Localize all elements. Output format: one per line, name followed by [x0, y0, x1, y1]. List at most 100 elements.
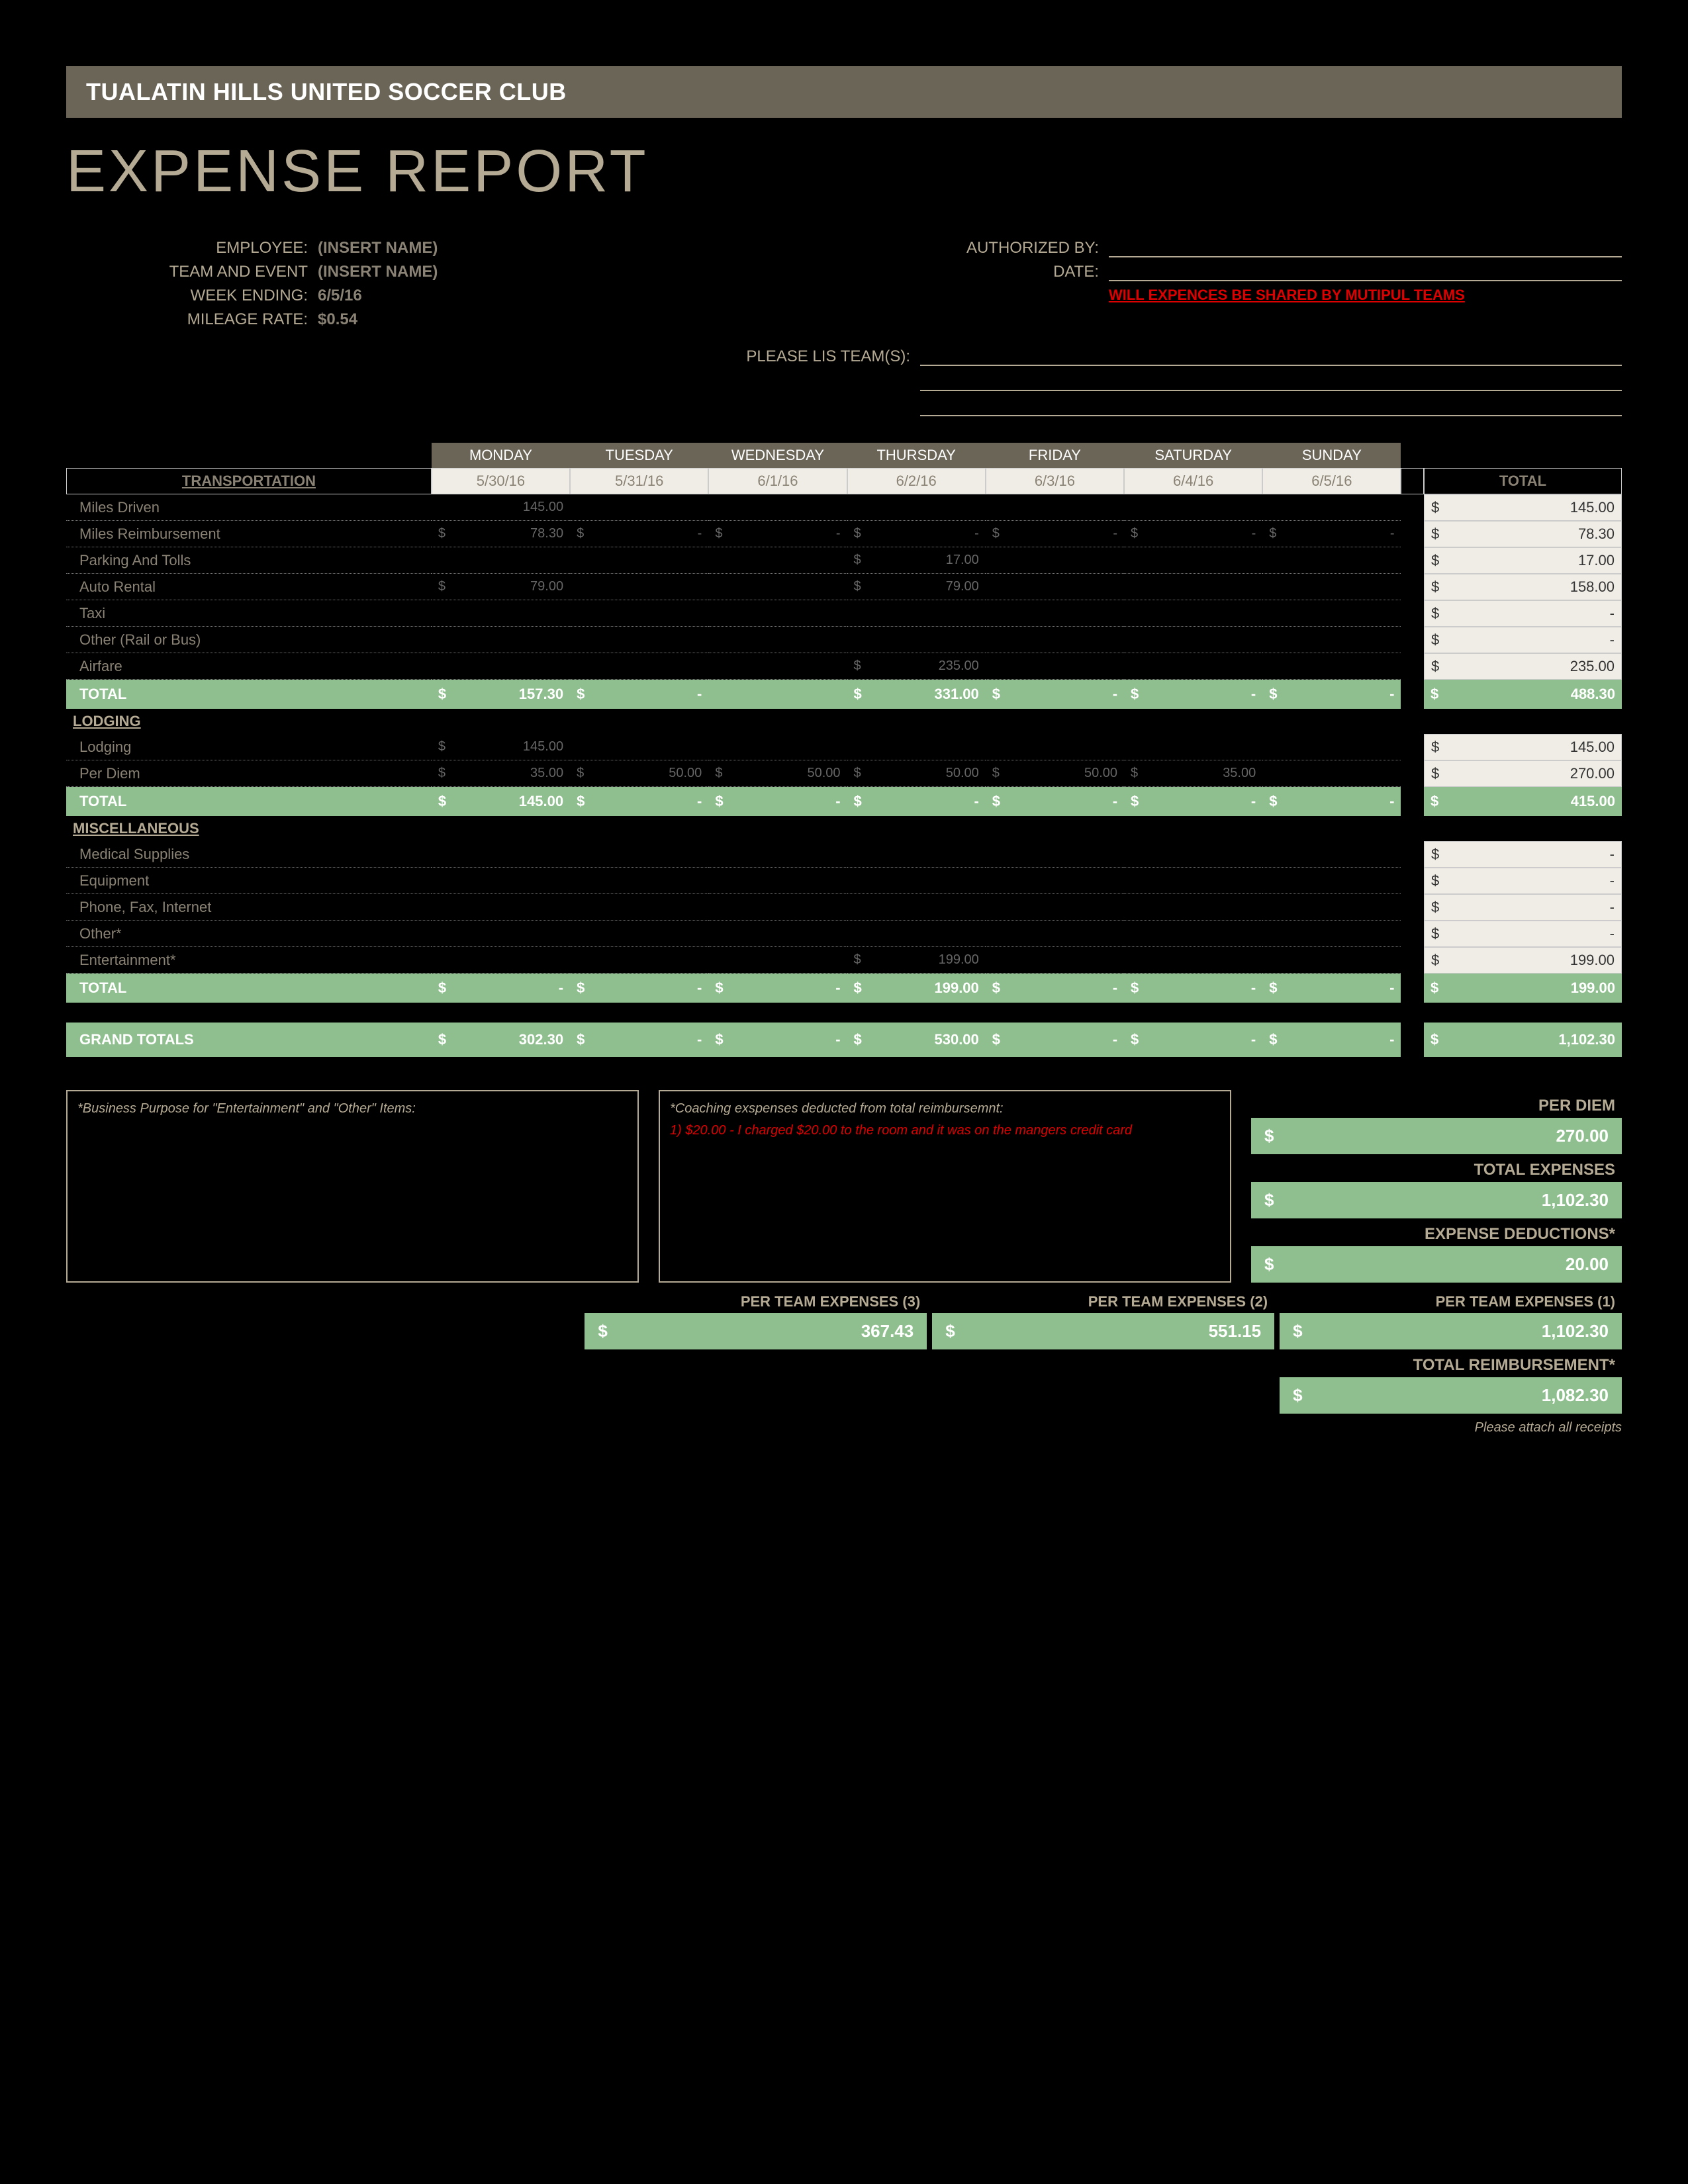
- cell[interactable]: [570, 868, 708, 894]
- cell[interactable]: [570, 894, 708, 921]
- cell[interactable]: [1262, 627, 1401, 653]
- cell[interactable]: $199.00: [847, 947, 986, 974]
- cell[interactable]: [1124, 734, 1262, 760]
- cell[interactable]: [708, 734, 847, 760]
- cell[interactable]: [1124, 627, 1262, 653]
- cell[interactable]: [986, 947, 1124, 974]
- cell[interactable]: [1262, 921, 1401, 947]
- cell[interactable]: [1262, 947, 1401, 974]
- cell[interactable]: [986, 734, 1124, 760]
- cell[interactable]: [708, 841, 847, 868]
- team-line-2[interactable]: [920, 370, 1622, 391]
- cell[interactable]: [1124, 600, 1262, 627]
- cell[interactable]: $-: [570, 521, 708, 547]
- cell[interactable]: [708, 494, 847, 521]
- cell[interactable]: [986, 600, 1124, 627]
- cell[interactable]: $-: [1262, 521, 1401, 547]
- cell[interactable]: [432, 627, 570, 653]
- cell[interactable]: [708, 894, 847, 921]
- cell[interactable]: [432, 921, 570, 947]
- cell[interactable]: [708, 547, 847, 574]
- cell[interactable]: [1262, 600, 1401, 627]
- cell[interactable]: $-: [708, 521, 847, 547]
- date-line[interactable]: [1109, 263, 1622, 281]
- cell[interactable]: $79.00: [847, 574, 986, 600]
- cell[interactable]: [432, 947, 570, 974]
- cell[interactable]: [847, 894, 986, 921]
- cell[interactable]: [1262, 547, 1401, 574]
- cell[interactable]: [986, 627, 1124, 653]
- cell[interactable]: [432, 653, 570, 680]
- cell[interactable]: [432, 547, 570, 574]
- cell[interactable]: [708, 627, 847, 653]
- cell[interactable]: [847, 600, 986, 627]
- cell[interactable]: [432, 894, 570, 921]
- cell[interactable]: [1124, 574, 1262, 600]
- cell[interactable]: [708, 600, 847, 627]
- cell[interactable]: [432, 868, 570, 894]
- cell[interactable]: [708, 868, 847, 894]
- cell[interactable]: [986, 894, 1124, 921]
- cell[interactable]: [847, 627, 986, 653]
- cell[interactable]: [1124, 841, 1262, 868]
- cell[interactable]: $50.00: [570, 760, 708, 787]
- cell[interactable]: [986, 653, 1124, 680]
- cell[interactable]: $-: [847, 521, 986, 547]
- cell[interactable]: [986, 494, 1124, 521]
- cell[interactable]: $145.00: [432, 734, 570, 760]
- cell[interactable]: $35.00: [432, 760, 570, 787]
- cell[interactable]: [847, 921, 986, 947]
- cell[interactable]: [1124, 547, 1262, 574]
- cell[interactable]: [1262, 734, 1401, 760]
- cell[interactable]: [1124, 921, 1262, 947]
- cell[interactable]: [986, 547, 1124, 574]
- cell[interactable]: [432, 841, 570, 868]
- cell[interactable]: [986, 921, 1124, 947]
- cell[interactable]: [1124, 653, 1262, 680]
- cell[interactable]: [708, 947, 847, 974]
- cell[interactable]: $235.00: [847, 653, 986, 680]
- cell[interactable]: $17.00: [847, 547, 986, 574]
- cell[interactable]: [570, 734, 708, 760]
- cell[interactable]: [847, 734, 986, 760]
- cell[interactable]: [1262, 841, 1401, 868]
- team-line-3[interactable]: [920, 395, 1622, 416]
- cell[interactable]: [1124, 868, 1262, 894]
- cell[interactable]: $-: [1124, 521, 1262, 547]
- cell[interactable]: $50.00: [708, 760, 847, 787]
- cell[interactable]: [708, 653, 847, 680]
- cell[interactable]: [570, 547, 708, 574]
- cell[interactable]: $-: [986, 521, 1124, 547]
- cell[interactable]: [986, 841, 1124, 868]
- cell[interactable]: [570, 574, 708, 600]
- cell[interactable]: [570, 494, 708, 521]
- cell[interactable]: $50.00: [986, 760, 1124, 787]
- cell[interactable]: [570, 841, 708, 868]
- cell[interactable]: [1124, 894, 1262, 921]
- cell[interactable]: [570, 627, 708, 653]
- cell[interactable]: [570, 921, 708, 947]
- cell[interactable]: $79.00: [432, 574, 570, 600]
- cell[interactable]: [1262, 653, 1401, 680]
- cell[interactable]: [847, 494, 986, 521]
- cell[interactable]: $35.00: [1124, 760, 1262, 787]
- cell[interactable]: $50.00: [847, 760, 986, 787]
- cell[interactable]: [1262, 760, 1401, 787]
- cell[interactable]: [986, 868, 1124, 894]
- authorized-by-line[interactable]: [1109, 239, 1622, 257]
- cell[interactable]: [708, 921, 847, 947]
- cell[interactable]: [986, 574, 1124, 600]
- cell[interactable]: [708, 574, 847, 600]
- cell[interactable]: [847, 841, 986, 868]
- cell[interactable]: [1124, 494, 1262, 521]
- team-line-1[interactable]: [920, 347, 1622, 366]
- cell[interactable]: 145.00: [432, 494, 570, 521]
- cell[interactable]: [1262, 574, 1401, 600]
- cell[interactable]: [570, 947, 708, 974]
- cell[interactable]: [570, 653, 708, 680]
- cell[interactable]: [1262, 494, 1401, 521]
- cell[interactable]: [570, 600, 708, 627]
- memo-entertainment[interactable]: *Business Purpose for "Entertainment" an…: [66, 1090, 639, 1283]
- cell[interactable]: [1262, 868, 1401, 894]
- memo-deductions[interactable]: *Coaching exspenses deducted from total …: [659, 1090, 1231, 1283]
